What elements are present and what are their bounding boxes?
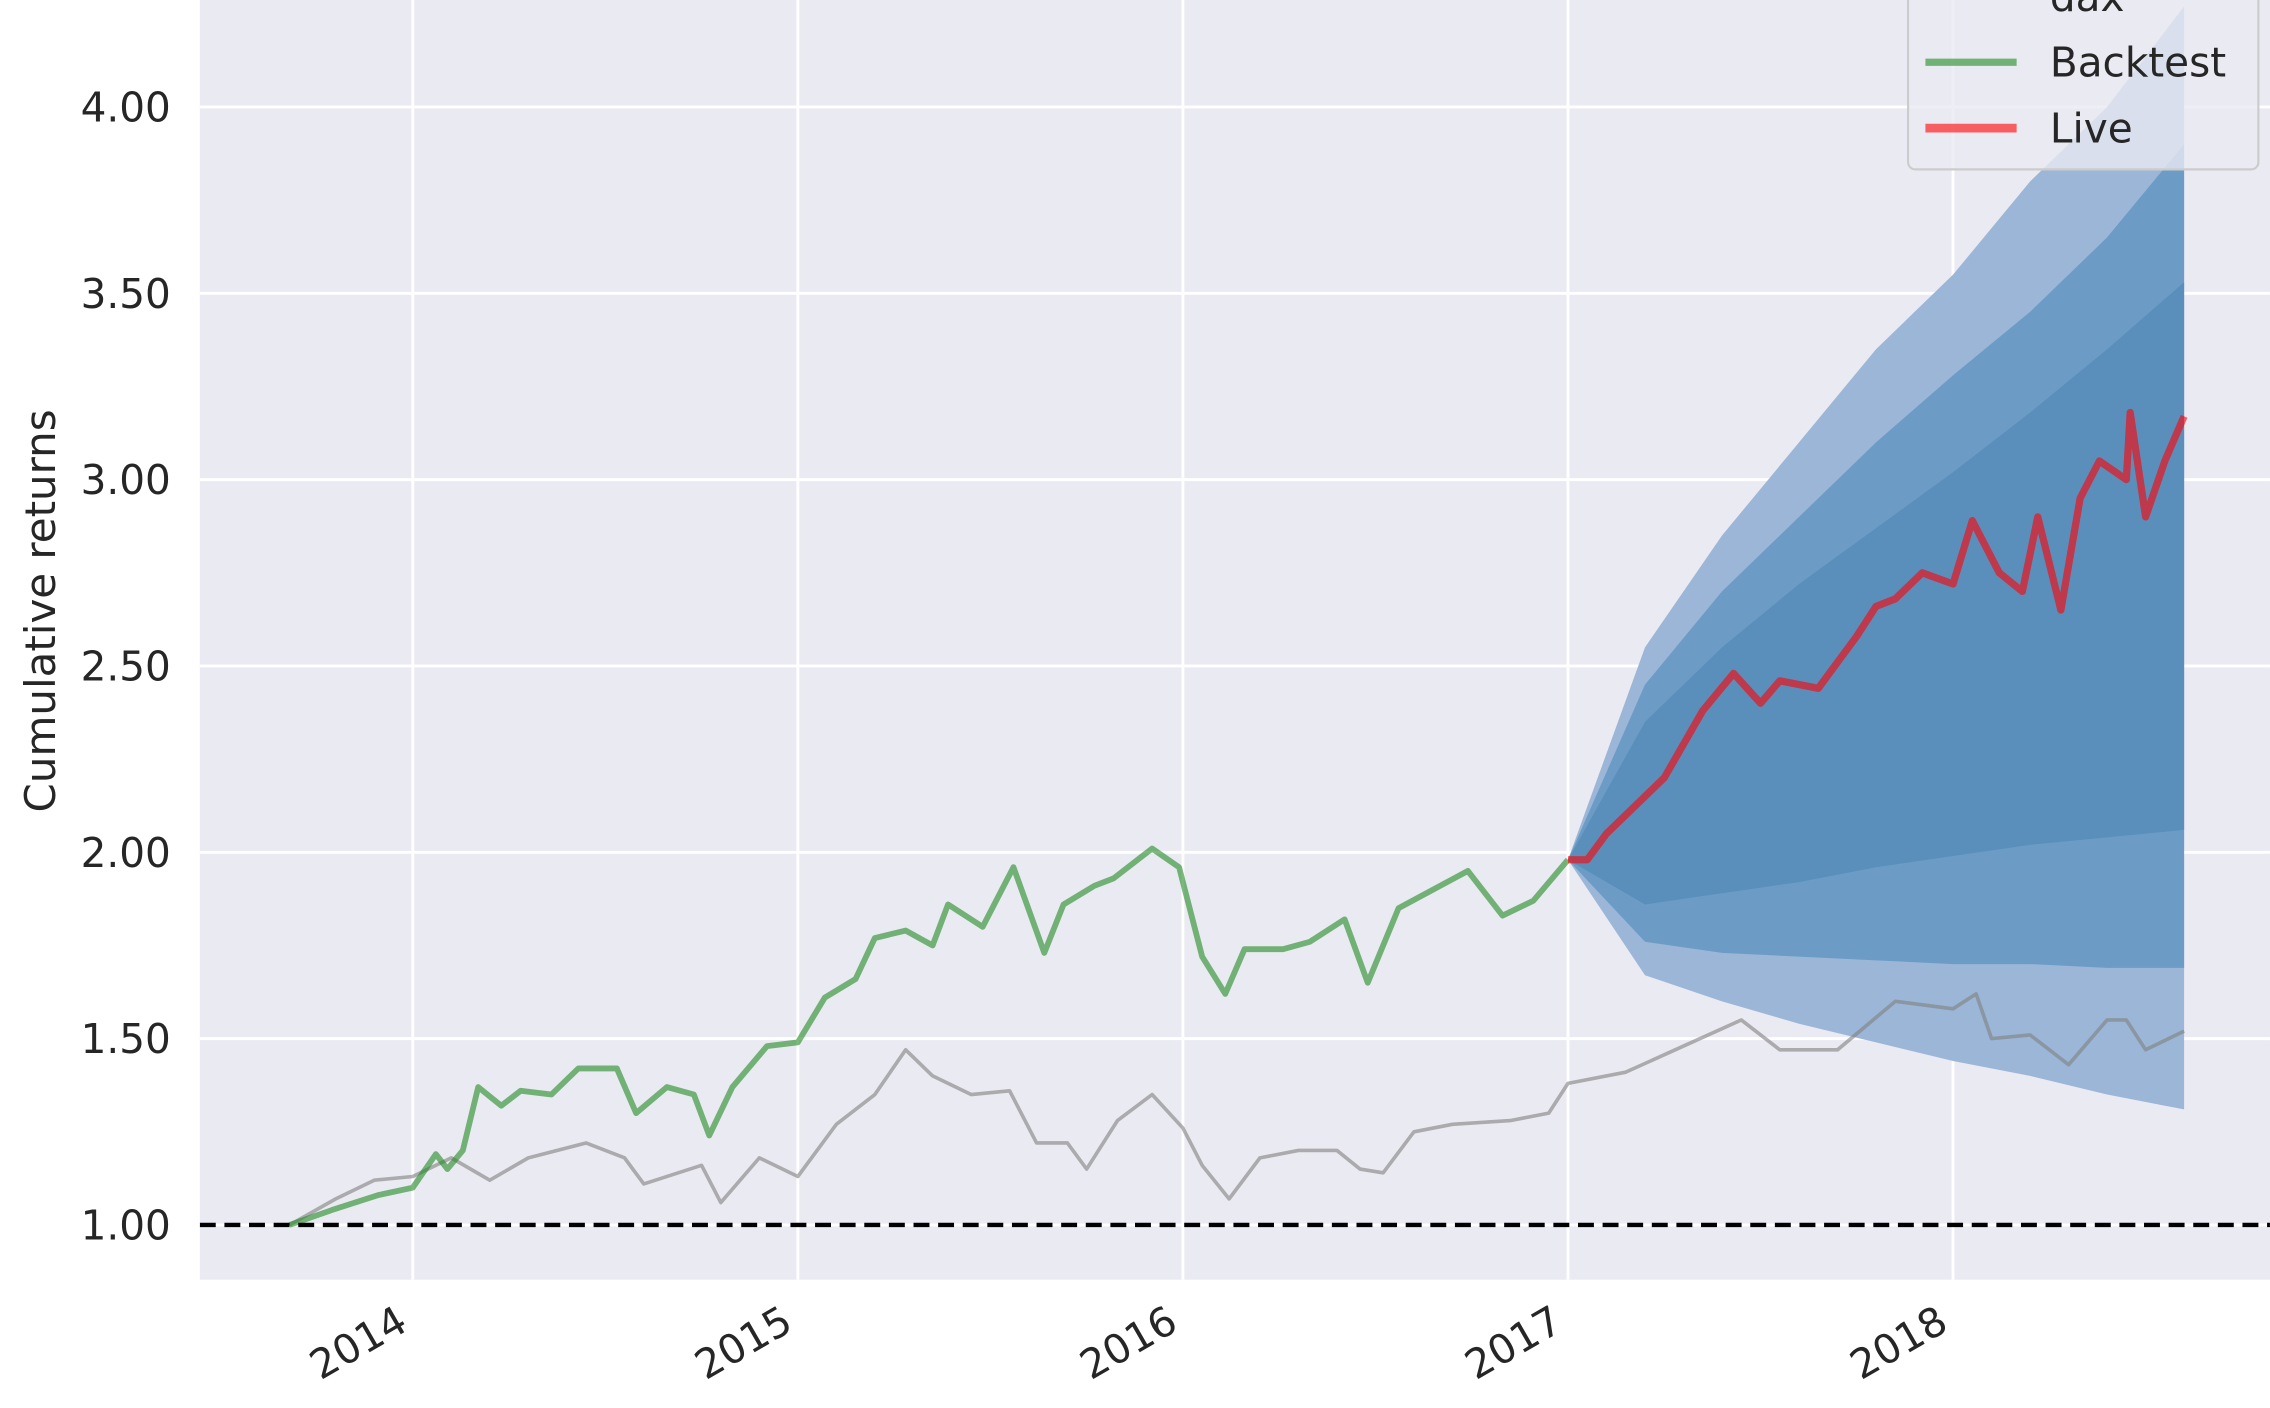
x-tick-label: 2015 bbox=[687, 1296, 800, 1389]
x-tick-label: 2014 bbox=[302, 1296, 415, 1389]
legend-label: Live bbox=[2050, 105, 2133, 153]
y-axis-label: Cumulative returns bbox=[16, 409, 65, 812]
y-tick-label: 2.00 bbox=[81, 829, 171, 877]
y-tick-label: 3.00 bbox=[81, 456, 171, 504]
y-tick-label: 1.50 bbox=[81, 1015, 171, 1063]
y-tick-label: 4.00 bbox=[81, 83, 171, 131]
grid bbox=[199, 0, 2270, 1280]
legend: dax Backtest Live bbox=[1906, 0, 2260, 171]
y-tick-label: 1.00 bbox=[81, 1201, 171, 1249]
series-line bbox=[1567, 408, 2188, 864]
x-tick-label: 2017 bbox=[1457, 1296, 1570, 1389]
cone-band bbox=[1567, 282, 2185, 905]
series-line bbox=[288, 992, 2185, 1227]
x-tick-label: 2018 bbox=[1842, 1296, 1955, 1389]
legend-label: Backtest bbox=[2050, 39, 2226, 87]
series-line bbox=[288, 845, 1571, 1228]
legend-label: dax bbox=[2050, 0, 2125, 21]
y-tick-label: 3.50 bbox=[81, 270, 171, 318]
x-tick-label: 2016 bbox=[1072, 1296, 1185, 1389]
plot-area bbox=[199, 6, 2270, 1228]
y-tick-label: 2.50 bbox=[81, 642, 171, 690]
